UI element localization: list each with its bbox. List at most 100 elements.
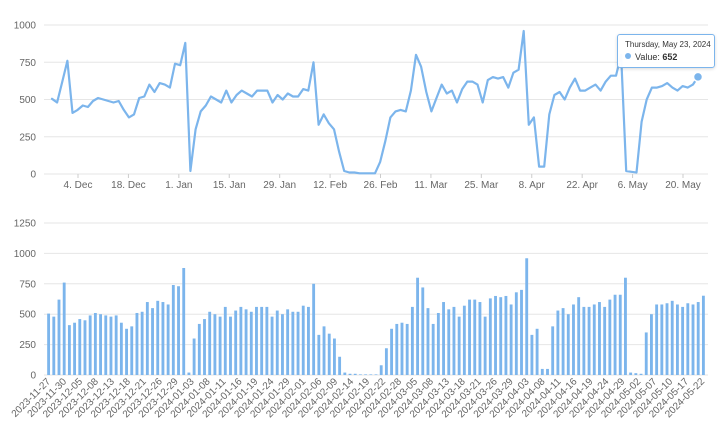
- series-marker-icon: [625, 53, 631, 59]
- value-bar: [182, 268, 185, 375]
- value-bar: [265, 307, 268, 375]
- value-bar: [364, 374, 367, 375]
- value-bar: [572, 304, 575, 375]
- value-bar: [110, 317, 113, 375]
- bottom-y-tick-label: 750: [19, 279, 36, 290]
- value-bar: [484, 317, 487, 375]
- value-bar: [473, 300, 476, 375]
- value-bar: [702, 296, 705, 375]
- value-bar: [380, 365, 383, 375]
- value-bar: [245, 309, 248, 375]
- value-bar: [427, 308, 430, 375]
- value-bar: [52, 317, 55, 375]
- value-bar: [125, 329, 128, 375]
- value-bar: [463, 306, 466, 375]
- value-bar: [156, 301, 159, 375]
- value-bar: [120, 323, 123, 375]
- top-x-tick-label: 26. Feb: [364, 180, 398, 191]
- top-x-tick-label: 6. May: [618, 180, 648, 191]
- value-bar: [671, 301, 674, 375]
- value-bar: [323, 326, 326, 375]
- value-bar: [229, 317, 232, 375]
- value-bar: [104, 315, 107, 375]
- bottom-y-tick-label: 250: [19, 340, 36, 351]
- value-bar: [260, 307, 263, 375]
- value-bar: [385, 348, 388, 375]
- tooltip-value-label: Value:: [635, 52, 660, 62]
- value-bar: [666, 303, 669, 375]
- value-bar: [141, 312, 144, 375]
- bottom-y-tick-label: 1000: [14, 249, 37, 260]
- value-bar: [629, 373, 632, 375]
- value-bar: [187, 373, 190, 375]
- top-x-tick-label: 4. Dec: [64, 180, 93, 191]
- top-x-tick-label: 29. Jan: [263, 180, 296, 191]
- value-bar: [541, 369, 544, 375]
- value-bar: [359, 374, 362, 375]
- value-bar: [515, 292, 518, 375]
- value-bar: [525, 258, 528, 375]
- value-bar: [151, 308, 154, 375]
- value-bar: [89, 315, 92, 375]
- top-x-tick-label: 11. Mar: [414, 180, 448, 191]
- value-bar: [312, 284, 315, 375]
- tooltip-value: 652: [662, 52, 677, 62]
- value-bar: [645, 332, 648, 375]
- value-bar: [99, 314, 102, 375]
- top-x-tick-label: 15. Jan: [213, 180, 246, 191]
- value-bar: [198, 324, 201, 375]
- value-bar: [406, 324, 409, 375]
- value-bar: [172, 285, 175, 375]
- hover-marker: [694, 72, 703, 81]
- value-bar: [582, 307, 585, 375]
- value-bar: [447, 309, 450, 375]
- value-bar: [136, 313, 139, 375]
- value-bar: [536, 329, 539, 375]
- value-bar: [468, 300, 471, 375]
- bottom-y-tick-label: 500: [19, 310, 36, 321]
- top-x-tick-label: 20. May: [665, 180, 701, 191]
- value-bar: [130, 326, 133, 375]
- top-line-series: [52, 31, 703, 173]
- value-bar: [510, 304, 513, 375]
- value-bar: [640, 374, 643, 375]
- value-bar: [686, 303, 689, 375]
- value-bar: [598, 302, 601, 375]
- top-x-tick-label: 8. Apr: [519, 180, 546, 191]
- top-x-tick-label: 25. Mar: [464, 180, 499, 191]
- value-bar: [224, 307, 227, 375]
- value-bar: [567, 314, 570, 375]
- value-bar: [458, 317, 461, 375]
- value-bar: [453, 307, 456, 375]
- value-line: [52, 31, 698, 173]
- value-bar: [432, 324, 435, 375]
- value-bar: [349, 374, 352, 375]
- value-bar: [317, 335, 320, 375]
- value-bar: [692, 304, 695, 375]
- value-bar: [489, 298, 492, 375]
- top-x-tick-label: 1. Jan: [165, 180, 192, 191]
- value-bar: [297, 312, 300, 375]
- value-bar: [307, 307, 310, 375]
- value-bar: [255, 307, 258, 375]
- value-bar: [401, 323, 404, 375]
- value-bar: [333, 339, 336, 375]
- value-bar: [281, 314, 284, 375]
- value-bar: [84, 320, 87, 375]
- hover-tooltip: Thursday, May 23, 2024 Value: 652: [617, 34, 715, 68]
- value-bar: [530, 335, 533, 375]
- value-bar: [697, 302, 700, 375]
- value-bar: [276, 311, 279, 375]
- bottom-bar-series: [47, 258, 705, 375]
- value-bar: [203, 319, 206, 375]
- value-bar: [286, 309, 289, 375]
- value-bar: [390, 329, 393, 375]
- tooltip-date: Thursday, May 23, 2024: [625, 40, 711, 49]
- value-bar: [78, 319, 81, 375]
- value-bar: [213, 314, 216, 375]
- value-bar: [395, 324, 398, 375]
- value-bar: [354, 374, 357, 375]
